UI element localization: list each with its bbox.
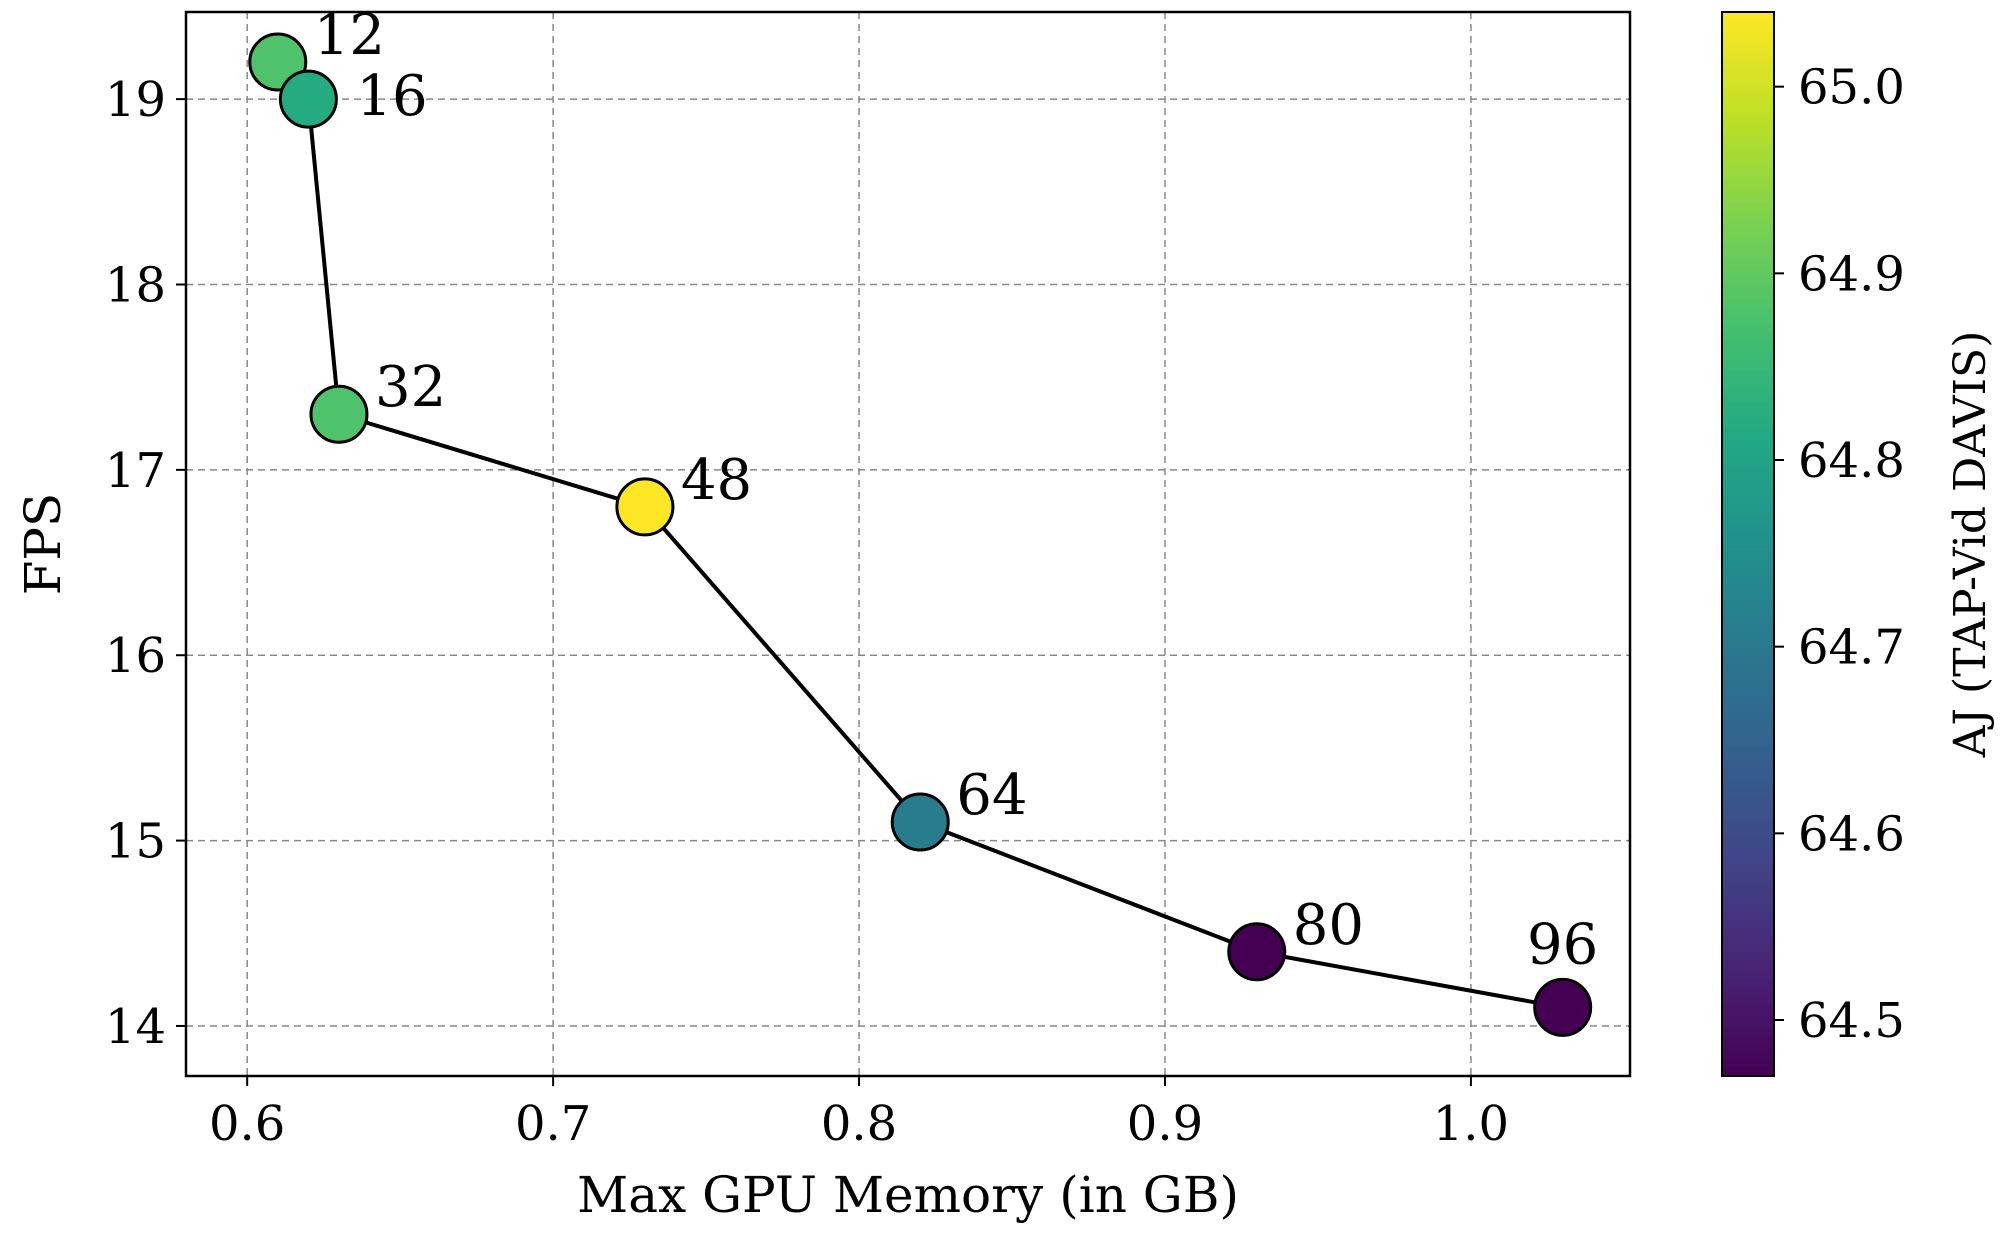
y-tick-label: 16 <box>105 628 166 684</box>
colorbar-tick-label: 64.6 <box>1798 806 1905 862</box>
x-tick-label: 0.9 <box>1127 1096 1203 1152</box>
data-point <box>278 69 338 129</box>
data-point <box>1533 977 1593 1037</box>
data-point <box>615 477 675 537</box>
point-label: 96 <box>1527 912 1598 977</box>
colorbar-ticks: 64.5 64.6 64.7 64.8 64.9 65.0 <box>1774 60 1905 1049</box>
data-point <box>1227 922 1287 982</box>
y-tick-label: 18 <box>105 257 166 313</box>
x-tick-label: 0.7 <box>515 1096 591 1152</box>
data-point <box>309 384 369 444</box>
colorbar-tick-label: 64.7 <box>1798 620 1905 676</box>
point-label: 48 <box>681 448 752 513</box>
y-tick-label: 17 <box>105 443 166 499</box>
y-axis-ticks: 14 15 16 17 18 19 <box>105 72 186 1055</box>
point-label: 32 <box>375 355 446 420</box>
x-axis-label: Max GPU Memory (in GB) <box>577 1166 1239 1224</box>
y-tick-label: 15 <box>105 814 166 870</box>
point-label: 16 <box>356 64 427 129</box>
data-points <box>248 32 1593 1037</box>
point-label: 80 <box>1293 893 1364 958</box>
colorbar-label: AJ (TAP-Vid DAVIS) <box>1945 331 1996 759</box>
x-axis-ticks: 0.6 0.7 0.8 0.9 1.0 <box>209 1076 1509 1152</box>
x-tick-label: 0.6 <box>209 1096 285 1152</box>
x-tick-label: 0.8 <box>821 1096 897 1152</box>
colorbar-tick-label: 65.0 <box>1798 60 1905 116</box>
colorbar-tick-label: 64.8 <box>1798 433 1905 489</box>
plot-frame <box>184 10 1632 1078</box>
y-tick-label: 14 <box>105 999 166 1055</box>
y-tick-label: 19 <box>105 72 166 128</box>
data-point <box>890 792 950 852</box>
point-label: 64 <box>956 763 1027 828</box>
connecting-line <box>276 60 1564 1010</box>
colorbar-tick-label: 64.9 <box>1798 246 1905 302</box>
colorbar-tick-label: 64.5 <box>1798 993 1905 1049</box>
x-tick-label: 1.0 <box>1433 1096 1509 1152</box>
grid <box>186 12 1630 1076</box>
series-line <box>276 60 1564 1010</box>
y-axis-label: FPS <box>14 493 72 596</box>
colorbar <box>1721 11 1775 1077</box>
point-label: 12 <box>314 3 385 68</box>
